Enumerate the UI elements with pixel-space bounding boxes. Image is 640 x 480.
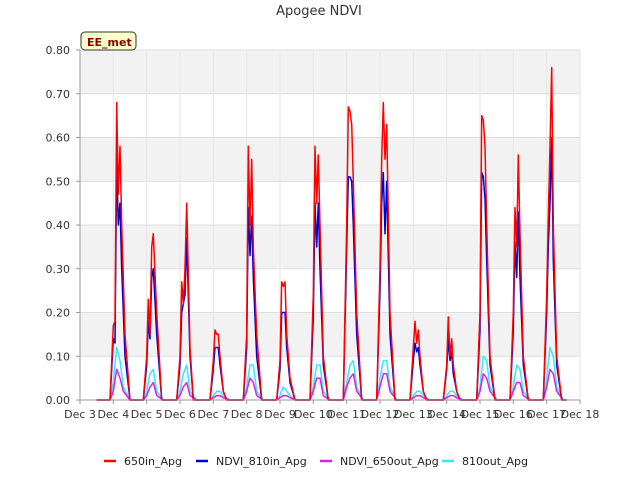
x-tick-label: Dec 18 — [561, 408, 600, 421]
plot-band — [80, 312, 580, 357]
plot-band — [80, 225, 580, 269]
x-tick-label: Dec 10 — [294, 408, 333, 421]
x-tick-label: Dec 12 — [361, 408, 400, 421]
x-tick-label: Dec 13 — [394, 408, 433, 421]
plot-band — [80, 137, 580, 182]
plot-band — [80, 50, 580, 94]
x-tick-label: Dec 15 — [461, 408, 500, 421]
legend-label: 810out_Apg — [462, 455, 528, 468]
legend: 650in_Apg NDVI_810in_Apg NDVI_650out_Apg 81… — [104, 455, 528, 468]
legend-label: 650in_Apg — [124, 455, 182, 468]
x-tick-label: Dec 4 — [97, 408, 129, 421]
y-axis: 0.00 0.10 0.20 0.30 0.40 0.50 0.60 0.70 0.80 — [46, 44, 80, 407]
x-tick-label: Dec 7 — [197, 408, 229, 421]
station-badge-box — [80, 31, 137, 51]
x-tick-label: Dec 9 — [264, 408, 296, 421]
x-tick-label: Dec 14 — [427, 408, 466, 421]
x-tick-label: Dec 17 — [527, 408, 566, 421]
x-tick-label: Dec 3 — [64, 408, 96, 421]
station-badge-label: EE_met — [87, 36, 132, 49]
x-tick-label: Dec 16 — [494, 408, 533, 421]
x-tick-label: Dec 11 — [327, 408, 366, 421]
legend-item-NDVI_810in_Apg[interactable]: NDVI_810in_Apg — [196, 455, 307, 468]
legend-label: NDVI_810in_Apg — [216, 455, 307, 468]
x-tick-label: Dec 5 — [131, 408, 163, 421]
legend-item-810out_Apg[interactable]: 810out_Apg — [442, 455, 528, 468]
x-tick-label: Dec 8 — [231, 408, 263, 421]
legend-label: NDVI_650out_Apg — [340, 455, 439, 468]
y-tick-label: 0.30 — [46, 263, 71, 276]
y-tick-label: 0.40 — [46, 219, 71, 232]
y-tick-label: 0.50 — [46, 175, 71, 188]
y-tick-label: 0.20 — [46, 307, 71, 320]
legend-item-650in_Apg[interactable]: 650in_Apg — [104, 455, 182, 468]
y-tick-label: 0.80 — [46, 44, 71, 57]
y-tick-label: 0.60 — [46, 132, 71, 145]
y-tick-label: 0.10 — [46, 350, 71, 363]
y-tick-label: 0.00 — [46, 394, 71, 407]
chart-title: Apogee NDVI — [276, 4, 362, 19]
station-badge: EE_met — [80, 31, 137, 51]
legend-item-NDVI_650out_Apg[interactable]: NDVI_650out_Apg — [320, 455, 439, 468]
x-tick-label: Dec 6 — [164, 408, 196, 421]
y-tick-label: 0.70 — [46, 88, 71, 101]
